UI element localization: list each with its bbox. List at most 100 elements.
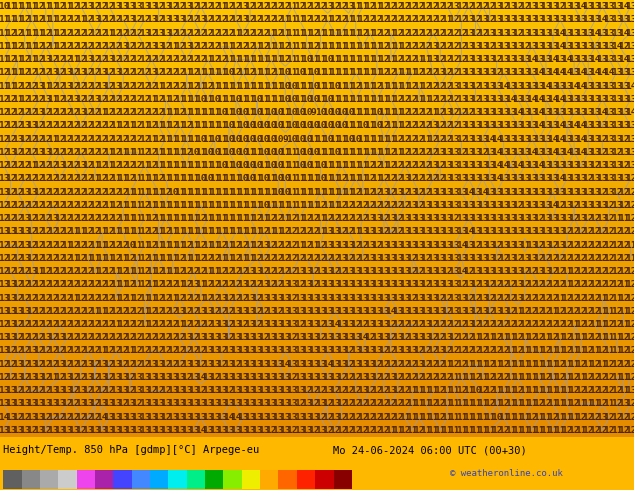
Text: 13: 13 bbox=[561, 122, 573, 130]
Text: 12: 12 bbox=[413, 174, 425, 183]
Text: 13: 13 bbox=[33, 82, 44, 91]
Text: 13: 13 bbox=[463, 135, 474, 144]
Text: 11: 11 bbox=[209, 122, 221, 130]
Text: 13: 13 bbox=[12, 307, 23, 316]
Text: 10: 10 bbox=[237, 174, 249, 183]
Text: 11: 11 bbox=[167, 201, 178, 210]
Text: 11: 11 bbox=[505, 413, 517, 422]
Text: 14: 14 bbox=[597, 68, 608, 77]
Text: 11: 11 bbox=[427, 413, 439, 422]
Text: 11: 11 bbox=[251, 68, 263, 77]
Text: 12: 12 bbox=[301, 241, 312, 249]
Text: 13: 13 bbox=[230, 373, 242, 382]
Text: 12: 12 bbox=[441, 346, 453, 355]
Text: 11: 11 bbox=[561, 399, 573, 409]
Text: 11: 11 bbox=[357, 82, 368, 91]
Text: 12: 12 bbox=[624, 426, 634, 435]
Text: 13: 13 bbox=[350, 333, 361, 342]
Text: 12: 12 bbox=[89, 294, 101, 302]
Text: 12: 12 bbox=[0, 241, 10, 249]
Text: 13: 13 bbox=[554, 15, 566, 24]
Text: 11: 11 bbox=[251, 55, 263, 64]
Text: 12: 12 bbox=[40, 108, 51, 117]
Text: 11: 11 bbox=[110, 227, 122, 236]
Text: 12: 12 bbox=[160, 68, 171, 77]
Text: 11: 11 bbox=[519, 241, 531, 249]
Text: 12: 12 bbox=[385, 188, 397, 196]
Text: 10: 10 bbox=[244, 135, 256, 144]
Text: 12: 12 bbox=[406, 174, 418, 183]
Text: 14: 14 bbox=[512, 161, 524, 170]
Text: 12: 12 bbox=[54, 188, 66, 196]
Text: 11: 11 bbox=[202, 241, 214, 249]
Text: 13: 13 bbox=[181, 333, 193, 342]
Text: 11: 11 bbox=[314, 42, 327, 51]
Text: 12: 12 bbox=[132, 161, 143, 170]
Text: 12: 12 bbox=[124, 28, 136, 38]
Text: 12: 12 bbox=[314, 413, 327, 422]
Text: 11: 11 bbox=[294, 201, 305, 210]
Text: 11: 11 bbox=[160, 174, 171, 183]
Text: 12: 12 bbox=[611, 320, 622, 329]
Text: 13: 13 bbox=[385, 386, 397, 395]
Text: 12: 12 bbox=[82, 82, 94, 91]
Text: 11: 11 bbox=[449, 399, 460, 409]
Text: 12: 12 bbox=[26, 426, 37, 435]
Text: 13: 13 bbox=[540, 201, 552, 210]
Text: 10: 10 bbox=[202, 148, 214, 157]
Text: 11: 11 bbox=[576, 373, 587, 382]
Text: 11: 11 bbox=[329, 161, 340, 170]
Text: 13: 13 bbox=[484, 227, 495, 236]
Text: 12: 12 bbox=[307, 214, 320, 223]
Text: 11: 11 bbox=[322, 82, 333, 91]
Text: 11: 11 bbox=[357, 2, 368, 11]
Text: 13: 13 bbox=[420, 267, 432, 276]
Text: 13: 13 bbox=[463, 201, 474, 210]
Text: 12: 12 bbox=[533, 280, 545, 289]
Text: 12: 12 bbox=[12, 214, 23, 223]
Text: 12: 12 bbox=[230, 254, 242, 263]
Text: 11: 11 bbox=[547, 426, 559, 435]
Text: 13: 13 bbox=[540, 42, 552, 51]
Text: 11: 11 bbox=[89, 161, 101, 170]
Text: 13: 13 bbox=[604, 95, 615, 104]
Text: 13: 13 bbox=[611, 108, 622, 117]
Text: 11: 11 bbox=[153, 254, 164, 263]
Text: 12: 12 bbox=[19, 413, 30, 422]
Text: 12: 12 bbox=[160, 55, 171, 64]
Text: 12: 12 bbox=[181, 55, 193, 64]
Text: 14: 14 bbox=[322, 360, 333, 369]
Text: 12: 12 bbox=[12, 161, 23, 170]
Text: 13: 13 bbox=[498, 122, 510, 130]
Text: 10: 10 bbox=[0, 2, 10, 11]
Text: 13: 13 bbox=[441, 108, 453, 117]
Text: 13: 13 bbox=[519, 161, 531, 170]
Text: 13: 13 bbox=[54, 161, 66, 170]
Text: 11: 11 bbox=[244, 188, 256, 196]
Text: 13: 13 bbox=[209, 320, 221, 329]
Text: 13: 13 bbox=[244, 346, 256, 355]
Text: 11: 11 bbox=[287, 201, 298, 210]
Text: 12: 12 bbox=[526, 294, 538, 302]
Text: 13: 13 bbox=[280, 426, 291, 435]
Text: 11: 11 bbox=[456, 373, 467, 382]
Text: 13: 13 bbox=[547, 42, 559, 51]
Text: 13: 13 bbox=[406, 188, 418, 196]
Text: 11: 11 bbox=[117, 201, 129, 210]
Text: 11: 11 bbox=[230, 227, 242, 236]
Text: 12: 12 bbox=[124, 95, 136, 104]
Text: 11: 11 bbox=[350, 148, 361, 157]
Text: 13: 13 bbox=[314, 346, 327, 355]
Text: 12: 12 bbox=[12, 280, 23, 289]
Text: 12: 12 bbox=[124, 360, 136, 369]
Text: 12: 12 bbox=[266, 2, 277, 11]
Text: 11: 11 bbox=[202, 161, 214, 170]
Text: 12: 12 bbox=[103, 333, 115, 342]
Text: 12: 12 bbox=[371, 82, 383, 91]
Text: 13: 13 bbox=[216, 333, 228, 342]
Text: 12: 12 bbox=[174, 42, 185, 51]
Text: 11: 11 bbox=[519, 373, 531, 382]
Text: 11: 11 bbox=[237, 55, 249, 64]
Text: 13: 13 bbox=[456, 95, 467, 104]
Text: 12: 12 bbox=[266, 280, 277, 289]
